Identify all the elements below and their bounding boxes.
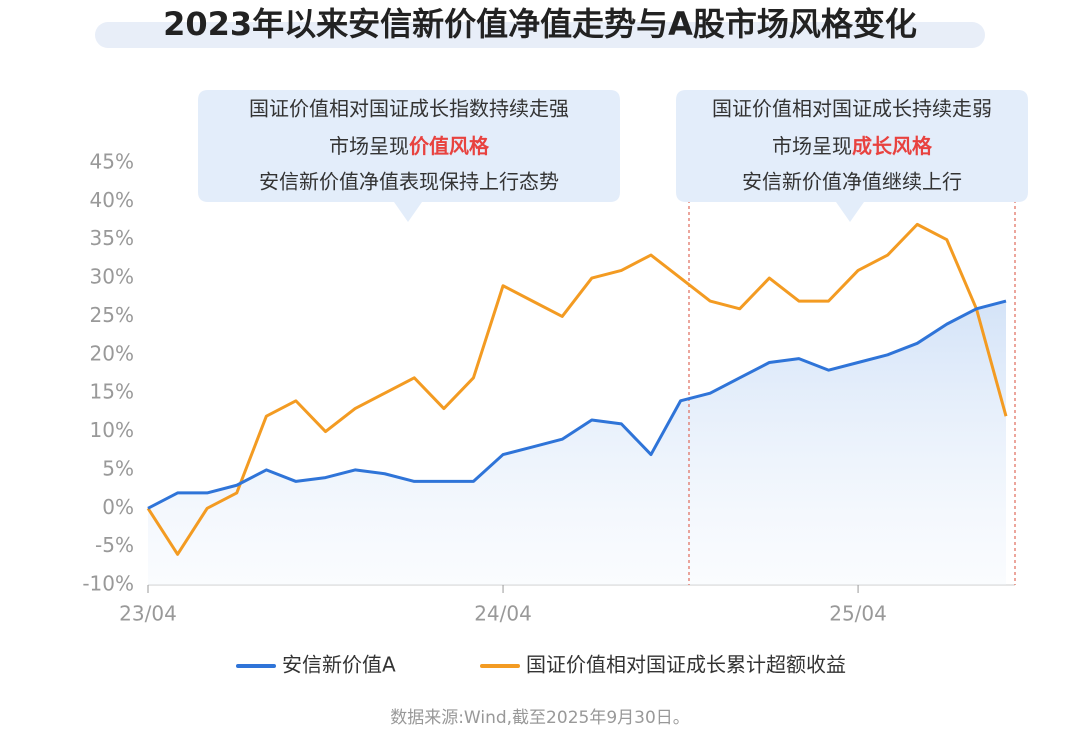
callout-highlight: 价值风格 bbox=[409, 134, 490, 158]
series-line bbox=[147, 299, 1007, 510]
callout-box bbox=[198, 90, 620, 222]
area bbox=[148, 301, 1006, 585]
callout-text: 市场呈现成长风格 bbox=[772, 134, 933, 158]
series-line bbox=[146, 222, 1008, 556]
callout-text: 国证价值相对国证成长指数持续走强 bbox=[249, 97, 569, 121]
callout-text: 安信新价值净值表现保持上行态势 bbox=[259, 170, 559, 194]
x-tick-label: 24/04 bbox=[474, 602, 532, 626]
y-tick-label: 40% bbox=[90, 188, 134, 212]
x-tick-label: 23/04 bbox=[119, 602, 177, 626]
y-tick-label: -5% bbox=[95, 533, 134, 557]
callout-text: 安信新价值净值继续上行 bbox=[742, 170, 962, 194]
callout-text: 市场呈现 bbox=[772, 134, 852, 158]
chart-title: 2023年以来安信新价值净值走势与A股市场风格变化 bbox=[163, 5, 917, 43]
y-tick-label: 10% bbox=[90, 418, 134, 442]
callout-box bbox=[676, 90, 1028, 222]
y-tick-label: 25% bbox=[90, 303, 134, 327]
title-bg bbox=[95, 22, 985, 48]
y-tick-label: 5% bbox=[102, 456, 134, 480]
callout-text: 市场呈现价值风格 bbox=[329, 134, 490, 158]
legend-label: 安信新价值A bbox=[282, 653, 396, 677]
y-tick-label: 30% bbox=[90, 265, 134, 289]
callout-highlight: 成长风格 bbox=[852, 134, 933, 158]
y-tick-label: -10% bbox=[82, 572, 134, 596]
callout-text: 国证价值相对国证成长持续走弱 bbox=[712, 97, 992, 121]
y-tick-label: 15% bbox=[90, 380, 134, 404]
legend-label: 国证价值相对国证成长累计超额收益 bbox=[526, 653, 846, 677]
source: 数据来源:Wind,截至2025年9月30日。 bbox=[390, 708, 690, 728]
y-tick-label: 35% bbox=[90, 226, 134, 250]
callout-text: 市场呈现 bbox=[329, 134, 409, 158]
x-tick-label: 25/04 bbox=[829, 602, 887, 626]
y-tick-label: 0% bbox=[102, 495, 134, 519]
y-tick-label: 45% bbox=[90, 150, 134, 174]
y-tick-label: 20% bbox=[90, 341, 134, 365]
